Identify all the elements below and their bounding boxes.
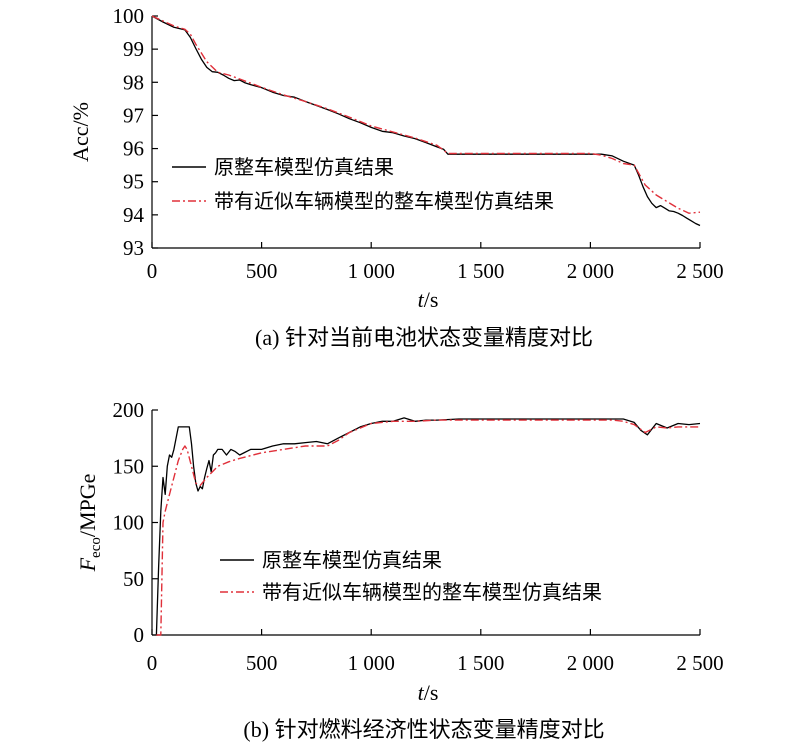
- y-axis-title-unit: /MPGe: [75, 474, 100, 538]
- y-tick-label: 97: [123, 103, 144, 127]
- x-tick-label: 1 500: [457, 651, 504, 675]
- series-line-original-model: [155, 417, 701, 636]
- x-tick-label: 500: [246, 651, 278, 675]
- x-axis-title-var: t: [418, 287, 425, 312]
- y-axis-title: Acc/%: [68, 102, 93, 162]
- x-tick-label: 1 500: [457, 259, 504, 283]
- x-tick-label: 2 500: [676, 651, 723, 675]
- x-tick-label: 0: [147, 259, 158, 283]
- legend-label: 带有近似车辆模型的整车模型仿真结果: [214, 190, 554, 213]
- panel-caption: (a) 针对当前电池状态变量精度对比: [255, 325, 593, 350]
- series-line-approx-model: [151, 15, 701, 214]
- legend-label: 带有近似车辆模型的整车模型仿真结果: [262, 581, 602, 604]
- y-axis-title-sub: eco: [88, 537, 104, 558]
- x-axis-title: t/s: [418, 287, 439, 312]
- x-axis-title-unit: /s: [424, 680, 439, 705]
- y-axis-title: Feco/MPGe: [75, 474, 104, 573]
- y-tick-label: 100: [113, 511, 145, 535]
- y-tick-label: 200: [113, 398, 145, 422]
- y-tick-label: 0: [134, 623, 145, 647]
- y-axis-title-text: Acc/%: [68, 102, 93, 162]
- y-tick-label: 100: [113, 4, 145, 28]
- legend-label: 原整车模型仿真结果: [262, 549, 442, 572]
- x-axis-title-var: t: [418, 680, 425, 705]
- y-tick-label: 150: [113, 454, 145, 478]
- series-line-original-model: [151, 15, 701, 227]
- y-tick-label: 95: [123, 170, 144, 194]
- x-tick-label: 1 000: [348, 651, 395, 675]
- x-tick-label: 1 000: [348, 259, 395, 283]
- x-tick-label: 2 000: [567, 651, 614, 675]
- x-tick-label: 0: [147, 651, 158, 675]
- x-tick-label: 500: [246, 259, 278, 283]
- y-tick-label: 96: [123, 137, 144, 161]
- y-tick-label: 93: [123, 236, 144, 260]
- y-tick-label: 99: [123, 37, 144, 61]
- legend-label: 原整车模型仿真结果: [214, 156, 394, 179]
- x-tick-label: 2 500: [676, 259, 723, 283]
- panel-caption: (b) 针对燃料经济性状态变量精度对比: [243, 717, 604, 742]
- panel-a: 0 500 1 000 1 500 2 000 2 500 93 94 95 96 97 98 99 10…: [68, 4, 724, 350]
- y-tick-label: 50: [123, 567, 144, 591]
- y-axis-title-var: F: [75, 557, 100, 572]
- panel-b: 0 500 1 000 1 500 2 000 2 500 0 50 100 150 200 t/s F…: [75, 398, 724, 742]
- x-tick-label: 2 000: [567, 259, 614, 283]
- y-tick-label: 94: [123, 203, 145, 227]
- x-axis-title-unit: /s: [424, 287, 439, 312]
- y-tick-label: 98: [123, 70, 144, 94]
- x-axis-title: t/s: [418, 680, 439, 705]
